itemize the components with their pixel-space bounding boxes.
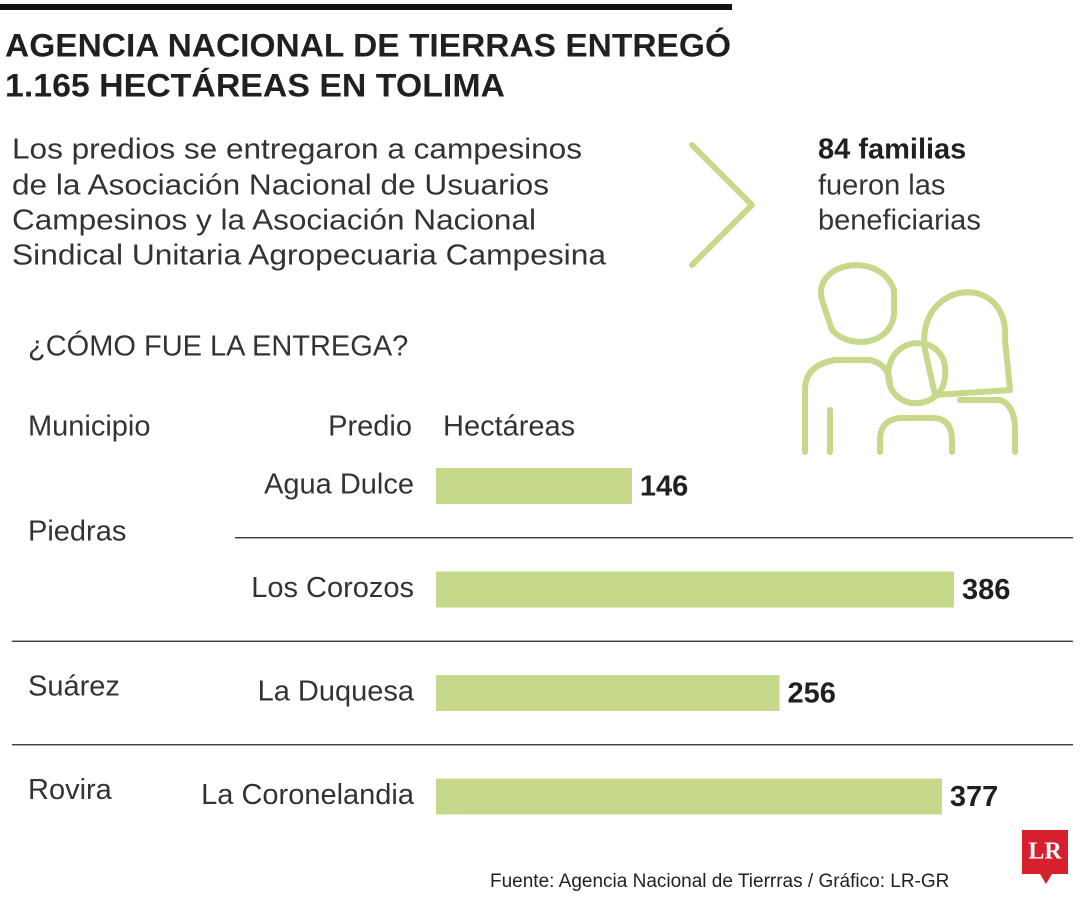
highlight-text: beneficiarias [818, 205, 981, 237]
column-header: Hectáreas [443, 411, 575, 443]
logo-tail [1040, 874, 1052, 884]
highlight-text: fueron las [818, 170, 945, 202]
category-label: La Duquesa [258, 676, 415, 708]
value-label: 377 [950, 781, 998, 813]
top-rule [0, 4, 732, 10]
value-label: 146 [640, 471, 688, 503]
group-label: Suárez [28, 671, 120, 703]
title: AGENCIA NACIONAL DE TIERRAS ENTREGÓ [5, 27, 731, 63]
family-icon [802, 262, 1018, 455]
group-label: Piedras [28, 515, 126, 547]
column-header: Municipio [28, 411, 151, 443]
chart-title: ¿CÓMO FUE LA ENTREGA? [28, 330, 408, 363]
category-label: Agua Dulce [264, 469, 414, 501]
logo-text: LR [1028, 839, 1062, 865]
description: Sindical Unitaria Agropecuaria Campesina [12, 240, 607, 272]
bar [436, 778, 942, 815]
description: Los predios se entregaron a campesinos [12, 134, 582, 166]
bar [436, 675, 780, 711]
description: Campesinos y la Asociación Nacional [12, 205, 536, 237]
source: Fuente: Agencia Nacional de Tierrras / G… [490, 871, 949, 892]
logo [1022, 830, 1068, 874]
category-label: La Coronelandia [201, 779, 415, 811]
category-label: Los Corozos [251, 572, 414, 604]
description: de la Asociación Nacional de Usuarios [12, 170, 549, 202]
group-label: Rovira [28, 774, 113, 806]
bar [436, 468, 632, 504]
chevron [689, 142, 755, 268]
highlight-strong: 84 familias [818, 134, 966, 166]
value-label: 256 [788, 678, 836, 710]
column-header: Predio [328, 411, 412, 443]
bar [436, 571, 954, 608]
title: 1.165 HECTÁREAS EN TOLIMA [5, 67, 505, 103]
value-label: 386 [962, 574, 1010, 606]
